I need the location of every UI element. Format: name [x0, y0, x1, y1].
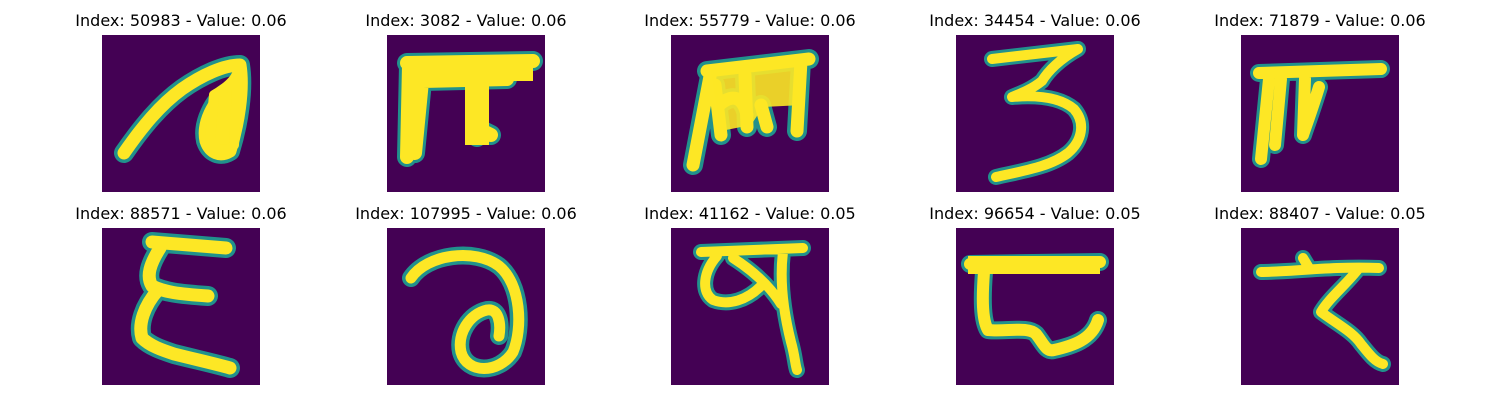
sample-cell: Index: 88407 - Value: 0.05: [1178, 204, 1462, 394]
sample-cell: Index: 3082 - Value: 0.06: [324, 11, 608, 201]
handwritten-glyph-image: [956, 35, 1114, 192]
sample-title: Index: 71879 - Value: 0.06: [1214, 11, 1426, 30]
sample-title: Index: 107995 - Value: 0.06: [355, 204, 577, 223]
sample-cell: Index: 88571 - Value: 0.06: [39, 204, 323, 394]
handwritten-glyph-image: [387, 35, 545, 192]
sample-title: Index: 88571 - Value: 0.06: [75, 204, 287, 223]
sample-title: Index: 55779 - Value: 0.06: [644, 11, 856, 30]
sample-title: Index: 96654 - Value: 0.05: [929, 204, 1141, 223]
handwritten-glyph-image: [102, 228, 260, 385]
sample-cell: Index: 55779 - Value: 0.06: [608, 11, 892, 201]
sample-cell: Index: 107995 - Value: 0.06: [324, 204, 608, 394]
handwritten-glyph-image: [102, 35, 260, 192]
sample-cell: Index: 41162 - Value: 0.05: [608, 204, 892, 394]
sample-title: Index: 34454 - Value: 0.06: [929, 11, 1141, 30]
handwritten-glyph-image: [387, 228, 545, 385]
handwritten-glyph-image: [671, 228, 829, 385]
sample-cell: Index: 34454 - Value: 0.06: [893, 11, 1177, 201]
handwritten-glyph-image: [956, 228, 1114, 385]
sample-title: Index: 50983 - Value: 0.06: [75, 11, 287, 30]
sample-title: Index: 41162 - Value: 0.05: [644, 204, 856, 223]
sample-title: Index: 88407 - Value: 0.05: [1214, 204, 1426, 223]
handwritten-glyph-image: [1241, 228, 1399, 385]
sample-cell: Index: 96654 - Value: 0.05: [893, 204, 1177, 394]
sample-cell: Index: 50983 - Value: 0.06: [39, 11, 323, 201]
handwritten-glyph-image: [671, 35, 829, 192]
sample-title: Index: 3082 - Value: 0.06: [365, 11, 567, 30]
handwritten-glyph-image: [1241, 35, 1399, 192]
sample-cell: Index: 71879 - Value: 0.06: [1178, 11, 1462, 201]
